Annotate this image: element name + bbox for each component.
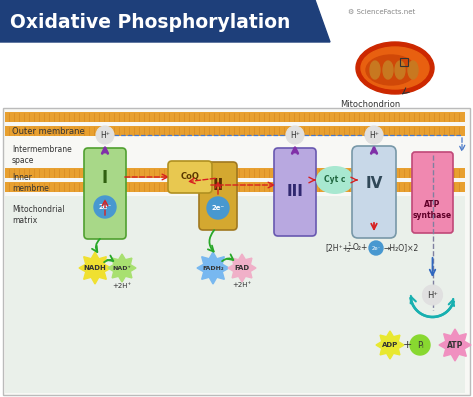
Text: ATP
synthase: ATP synthase (413, 200, 452, 220)
Text: FAD: FAD (235, 265, 250, 271)
Text: Oxidative Phosphorylation: Oxidative Phosphorylation (10, 12, 290, 31)
Text: II: II (212, 179, 224, 193)
Text: Intermembrane
space: Intermembrane space (12, 145, 72, 165)
Ellipse shape (316, 166, 354, 194)
Circle shape (286, 126, 304, 144)
Text: +: + (403, 340, 412, 350)
Text: +2H⁺: +2H⁺ (113, 283, 131, 289)
Text: Outer membrane: Outer membrane (12, 127, 85, 137)
Text: H⁺: H⁺ (369, 131, 379, 139)
Circle shape (369, 241, 383, 255)
Polygon shape (197, 252, 229, 284)
FancyBboxPatch shape (5, 112, 465, 122)
Text: Mitochondrion: Mitochondrion (340, 100, 400, 109)
Text: ⚙ ScienceFacts.net: ⚙ ScienceFacts.net (348, 9, 415, 15)
FancyBboxPatch shape (5, 182, 465, 192)
Text: H⁺: H⁺ (100, 131, 110, 139)
Ellipse shape (370, 61, 380, 79)
Ellipse shape (408, 61, 418, 79)
Ellipse shape (366, 55, 416, 85)
Text: H⁺: H⁺ (290, 131, 300, 139)
FancyBboxPatch shape (274, 148, 316, 236)
Text: 1: 1 (347, 243, 350, 247)
Circle shape (410, 335, 430, 355)
Text: H⁺: H⁺ (427, 291, 438, 299)
FancyBboxPatch shape (5, 168, 465, 178)
Text: O₂+: O₂+ (353, 243, 368, 252)
FancyBboxPatch shape (168, 161, 212, 193)
Ellipse shape (356, 42, 434, 94)
Polygon shape (228, 254, 256, 282)
Text: III: III (287, 185, 304, 200)
Polygon shape (79, 252, 111, 284)
Polygon shape (376, 331, 404, 359)
Polygon shape (439, 329, 471, 361)
Text: Inner
membrne: Inner membrne (12, 173, 49, 193)
Polygon shape (108, 254, 136, 282)
Text: 2e⁻: 2e⁻ (211, 205, 225, 211)
Text: CoQ: CoQ (181, 173, 200, 181)
Ellipse shape (361, 47, 429, 89)
Polygon shape (0, 0, 330, 42)
Text: [2H⁺+: [2H⁺+ (325, 243, 349, 252)
FancyBboxPatch shape (199, 162, 237, 230)
FancyBboxPatch shape (5, 126, 465, 136)
Ellipse shape (383, 61, 393, 79)
Circle shape (96, 126, 114, 144)
FancyBboxPatch shape (5, 196, 465, 393)
Text: FADH₂: FADH₂ (202, 266, 224, 270)
Text: NADH: NADH (84, 265, 106, 271)
Text: NAD⁺: NAD⁺ (113, 266, 131, 270)
Text: →H₂O]×2: →H₂O]×2 (384, 243, 419, 252)
Text: 2: 2 (347, 249, 350, 254)
FancyBboxPatch shape (84, 148, 126, 239)
Circle shape (422, 285, 443, 305)
Circle shape (94, 196, 116, 218)
Text: 2e⁻: 2e⁻ (98, 204, 112, 210)
Text: +2H⁺: +2H⁺ (232, 282, 252, 288)
FancyBboxPatch shape (3, 108, 470, 395)
Circle shape (365, 126, 383, 144)
FancyBboxPatch shape (352, 146, 396, 238)
Text: I: I (102, 169, 108, 187)
Text: Pᵢ: Pᵢ (417, 341, 423, 349)
Text: Mitochondrial
matrix: Mitochondrial matrix (12, 205, 64, 225)
FancyBboxPatch shape (412, 152, 453, 233)
Ellipse shape (395, 61, 405, 79)
Text: IV: IV (365, 175, 383, 191)
Text: ATP: ATP (447, 341, 463, 349)
Circle shape (207, 197, 229, 219)
Text: Cyt c: Cyt c (324, 175, 346, 185)
Text: ADP: ADP (382, 342, 398, 348)
Text: 2e⁻: 2e⁻ (371, 245, 381, 251)
